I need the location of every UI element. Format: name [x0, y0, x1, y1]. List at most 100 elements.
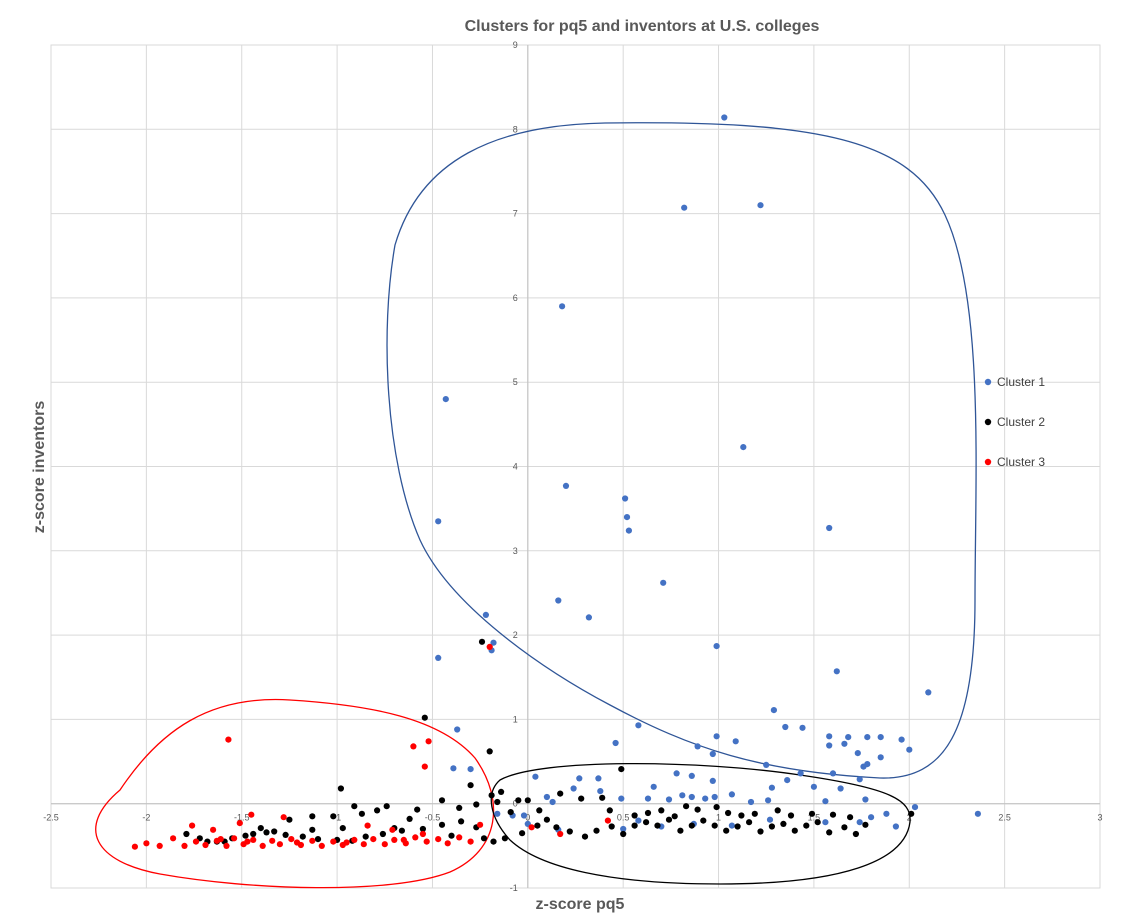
data-point: [770, 707, 778, 714]
data-point: [906, 746, 913, 753]
data-point: [248, 811, 255, 818]
data-point: [202, 841, 209, 849]
x-tick-label: 0: [525, 813, 530, 823]
y-tick-label: 6: [513, 293, 518, 303]
data-point: [623, 514, 631, 521]
data-point: [829, 770, 837, 777]
data-point: [181, 842, 188, 850]
x-tick-label: 1: [716, 813, 721, 823]
data-point: [631, 812, 638, 819]
data-point: [635, 722, 642, 729]
x-tick-label: -2: [142, 813, 150, 823]
legend-marker-cluster-1: [984, 378, 992, 386]
data-point: [829, 811, 837, 818]
data-point: [799, 724, 806, 731]
y-axis-label: z-score inventors: [31, 401, 48, 534]
data-point: [450, 765, 457, 772]
data-point: [585, 614, 593, 621]
data-point: [622, 495, 629, 502]
data-point: [217, 836, 224, 843]
data-point: [721, 114, 728, 121]
data-point: [555, 597, 562, 604]
data-point: [276, 841, 283, 848]
data-point: [780, 820, 787, 828]
y-tick-label: 1: [513, 714, 518, 724]
data-point: [677, 827, 684, 834]
data-point: [383, 803, 390, 810]
data-point: [225, 736, 232, 743]
data-point: [379, 830, 386, 838]
data-point: [700, 817, 707, 824]
data-point: [543, 793, 551, 801]
y-tick-label: 0: [513, 799, 518, 809]
data-point: [862, 796, 869, 803]
data-point: [606, 807, 613, 814]
data-point: [868, 814, 875, 821]
data-point: [257, 825, 264, 832]
data-point: [728, 822, 736, 829]
data-point: [576, 775, 583, 782]
data-point: [330, 813, 337, 820]
data-point: [242, 832, 249, 839]
data-point: [282, 831, 289, 839]
legend-item-cluster-1: Cluster 1: [984, 375, 1045, 389]
data-point: [566, 828, 573, 835]
data-point: [536, 807, 543, 814]
x-tick-label: 1.5: [808, 813, 821, 823]
legend-item-cluster-2: Cluster 2: [984, 415, 1045, 429]
series-2: [183, 638, 915, 845]
data-point: [364, 822, 371, 829]
data-point: [725, 809, 732, 817]
legend-marker-cluster-2: [984, 418, 992, 426]
data-point: [713, 643, 720, 650]
data-point: [259, 842, 266, 850]
data-point: [864, 734, 871, 741]
data-point: [856, 776, 863, 783]
data-point: [381, 841, 388, 848]
data-point: [337, 785, 344, 792]
gridlines: [50, 44, 1101, 889]
data-point: [421, 763, 428, 770]
data-point: [362, 833, 369, 840]
data-point: [673, 770, 680, 777]
data-point: [288, 836, 295, 843]
data-point: [421, 714, 428, 721]
data-point: [192, 838, 200, 845]
y-tick-label: 9: [513, 40, 518, 50]
data-point: [732, 738, 739, 745]
series-1: [435, 114, 982, 833]
data-point: [768, 823, 776, 830]
data-point: [740, 444, 747, 451]
data-point: [608, 823, 615, 830]
data-point: [507, 809, 514, 816]
data-point: [911, 804, 919, 811]
data-point: [822, 798, 829, 805]
data-point: [406, 815, 413, 823]
data-point: [578, 795, 585, 802]
data-point: [444, 840, 451, 847]
data-point: [768, 784, 776, 791]
data-point: [520, 812, 528, 819]
legend-item-cluster-3: Cluster 3: [984, 455, 1045, 469]
legend: Cluster 1 Cluster 2 Cluster 3: [984, 375, 1045, 469]
legend-label-cluster-3: Cluster 3: [997, 455, 1045, 469]
data-point: [644, 809, 652, 817]
data-point: [498, 788, 505, 796]
data-point: [557, 790, 564, 797]
data-point: [358, 810, 365, 817]
data-point: [925, 689, 932, 696]
x-tick-label: -1: [333, 813, 341, 823]
data-point: [467, 782, 474, 789]
data-point: [654, 822, 661, 829]
data-point: [862, 821, 869, 828]
data-point: [549, 798, 556, 806]
cluster-1-boundary: [386, 122, 977, 779]
data-point: [419, 825, 426, 833]
y-tick-label: 4: [513, 462, 518, 472]
data-point: [557, 830, 564, 838]
data-point: [438, 797, 446, 804]
data-point: [974, 810, 982, 817]
data-point: [822, 819, 829, 826]
data-point: [156, 842, 163, 850]
data-point: [269, 837, 276, 844]
